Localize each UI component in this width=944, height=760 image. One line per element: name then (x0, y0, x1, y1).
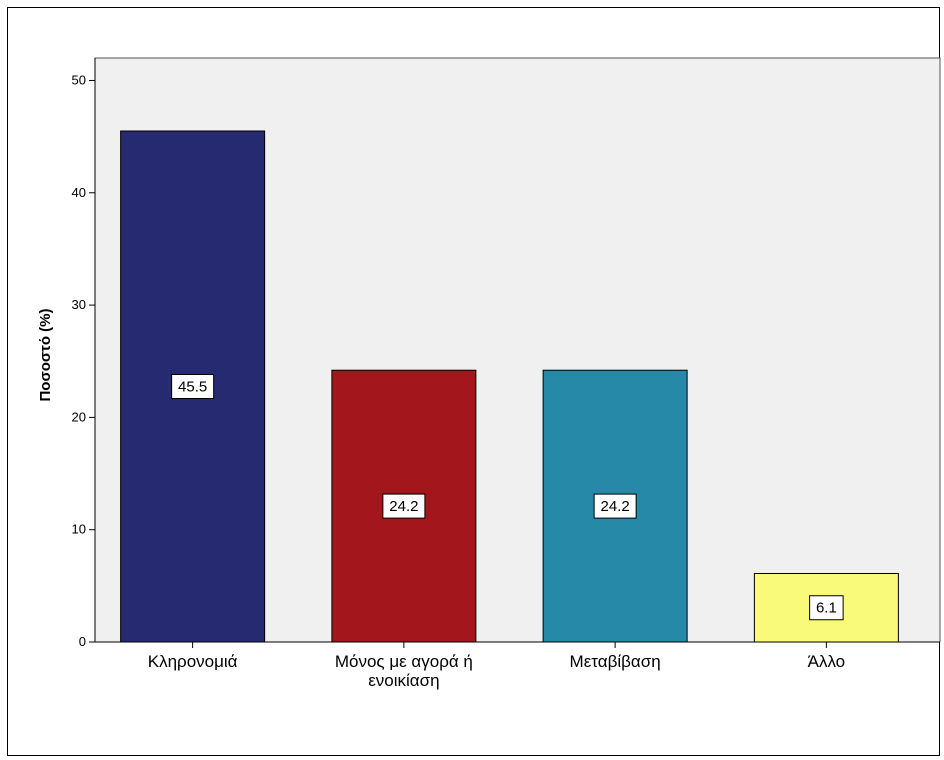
data-label-box (171, 374, 215, 399)
axes-group: 0 10 20 30 40 50 Κληρονομιά Μόνος με αγορά ή ενο… (72, 58, 940, 690)
data-label-box (382, 493, 426, 519)
y-tick-label: 10 (72, 522, 86, 537)
x-tick-label: Μόνος με αγορά ή ενοικίαση (335, 652, 473, 690)
y-tick-label: 30 (72, 297, 86, 312)
data-label: 24.2 (389, 498, 418, 515)
data-label-box (809, 595, 844, 621)
y-tick-label: 20 (72, 409, 86, 424)
data-labels-group: 45.5 24.2 24.2 6.1 (171, 374, 844, 621)
data-label: 45.5 (178, 379, 207, 396)
data-label: 6.1 (816, 600, 837, 617)
y-tick-label: 50 (72, 72, 86, 87)
y-tick-label: 40 (72, 185, 86, 200)
y-tick-label: 0 (79, 634, 86, 649)
x-tick-label: Άλλο (808, 652, 846, 671)
y-axis-label: Ποσοστό (%) (37, 308, 54, 401)
data-label: 24.2 (601, 498, 630, 515)
data-label-box (593, 493, 637, 519)
x-tick-label: Μεταβίβαση (570, 652, 661, 671)
x-tick-label: Κληρονομιά (148, 652, 238, 671)
